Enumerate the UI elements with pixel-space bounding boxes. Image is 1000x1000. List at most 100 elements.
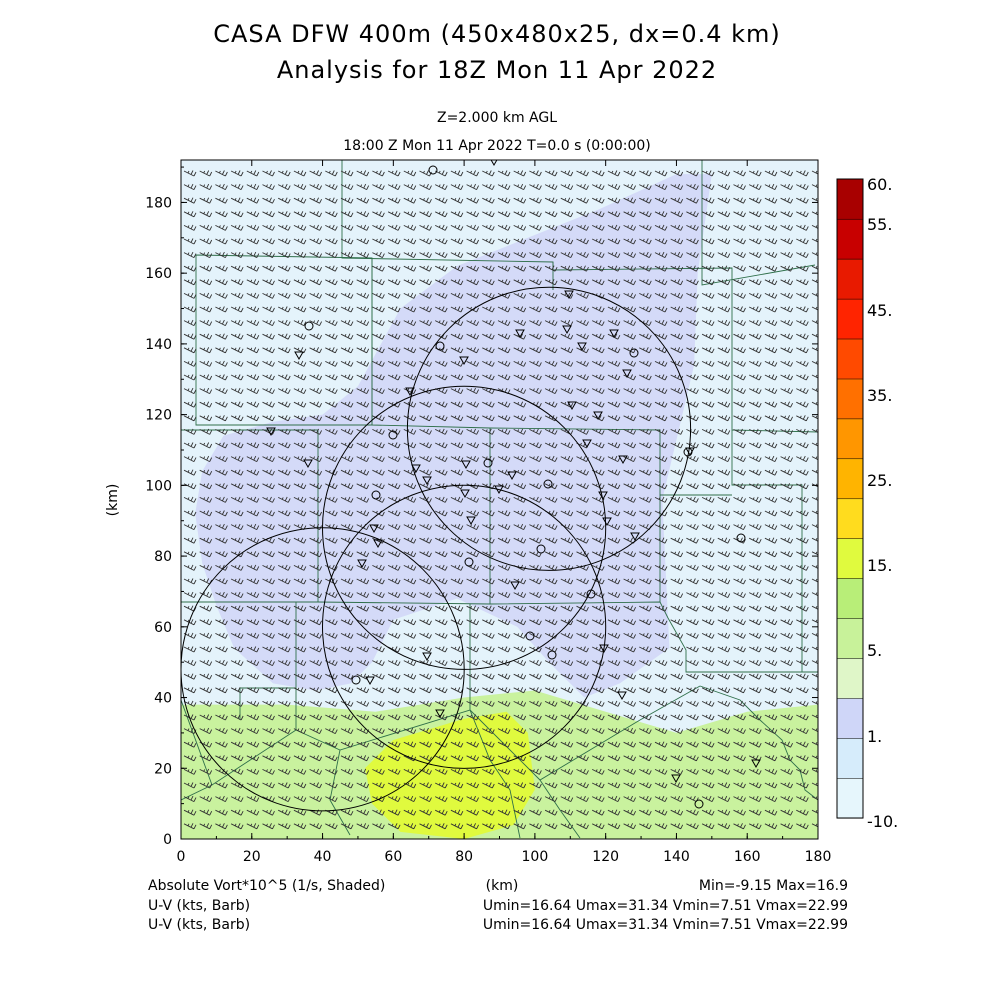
county-line — [295, 604, 471, 751]
county-line — [329, 749, 351, 836]
county-line — [731, 430, 818, 673]
x-tick-label: 80 — [455, 849, 473, 865]
station-marker — [547, 650, 557, 660]
station-marker — [483, 458, 493, 468]
station-marker — [564, 290, 574, 300]
wind-barbs — [183, 170, 818, 830]
station-marker — [303, 459, 313, 469]
station-marker — [494, 485, 504, 495]
station-marker — [388, 430, 398, 440]
radar-range-rings — [181, 286, 692, 812]
colorbar-swatch — [836, 538, 864, 579]
barb-stats-2: Umin=16.64 Umax=31.34 Vmin=7.51 Vmax=22.… — [483, 917, 848, 933]
y-axis-label: (km) — [105, 484, 121, 517]
colorbar-swatch — [836, 178, 864, 220]
colorbar-swatch — [836, 418, 864, 460]
station-marker — [435, 709, 445, 719]
shaded-region-0 — [662, 160, 818, 670]
colorbar-swatch — [836, 338, 864, 380]
station-marker — [405, 387, 415, 397]
field-label: Absolute Vort*10^5 (1/s, Shaded) — [148, 878, 385, 894]
station-marker — [411, 464, 421, 474]
barb-label-1: U-V (kts, Barb) — [148, 898, 250, 914]
station-marker — [294, 351, 304, 361]
range-ring-1 — [322, 385, 607, 670]
y-tick-label: 100 — [145, 478, 172, 494]
station-marker — [435, 341, 445, 351]
colorbar-label: 1. — [867, 727, 882, 746]
station-marker — [617, 691, 627, 701]
county-line — [317, 601, 669, 619]
station-markers — [266, 160, 761, 809]
time-label: 18:00 Z Mon 11 Apr 2022 T=0.0 s (0:00:00… — [343, 138, 650, 154]
station-marker — [567, 401, 577, 411]
x-tick-label: 160 — [734, 849, 761, 865]
station-marker — [751, 759, 761, 769]
station-marker — [536, 544, 546, 554]
station-marker — [694, 799, 704, 809]
x-axis-label: (km) — [486, 878, 519, 894]
station-marker — [373, 539, 383, 549]
chart-title: CASA DFW 400m (450x480x25, dx=0.4 km) — [213, 20, 781, 48]
colorbar-label: 15. — [867, 556, 892, 575]
level-label: Z=2.000 km AGL — [437, 110, 557, 126]
station-marker — [736, 533, 746, 543]
station-marker — [422, 652, 432, 662]
station-marker — [525, 631, 535, 641]
colorbar-label: 35. — [867, 386, 892, 405]
colorbar-swatch — [836, 777, 864, 819]
station-marker — [304, 321, 314, 331]
x-tick-label: 180 — [805, 849, 832, 865]
colorbar-swatch — [836, 737, 864, 779]
colorbar-swatch — [836, 498, 864, 539]
station-marker — [593, 411, 603, 421]
plot-area — [180, 159, 819, 840]
station-marker — [351, 675, 361, 685]
y-tick-label: 180 — [145, 195, 172, 211]
x-tick-label: 100 — [522, 849, 549, 865]
x-tick-label: 0 — [177, 849, 186, 865]
colorbar-swatch — [836, 378, 864, 420]
barb-label-2: U-V (kts, Barb) — [148, 917, 250, 933]
colorbar-swatch — [836, 458, 864, 500]
station-marker — [630, 532, 640, 542]
x-axis: 0 20 40 60 80 100 120 140 160 180 — [177, 160, 832, 865]
x-tick-label: 140 — [663, 849, 690, 865]
x-tick-label: 60 — [384, 849, 402, 865]
station-marker — [357, 559, 367, 569]
y-tick-label: 20 — [154, 761, 172, 777]
colorbar-swatch — [836, 697, 864, 739]
colorbar: 60. 55. 45. 35. 25. 15. 5. 1. -10. — [836, 175, 898, 831]
station-marker — [507, 471, 517, 481]
colorbar-swatch — [836, 298, 864, 340]
station-marker — [490, 160, 498, 167]
station-marker — [609, 329, 619, 339]
colorbar-frame — [836, 178, 864, 819]
range-ring-2 — [406, 286, 692, 571]
county-line — [181, 688, 297, 786]
county-line — [539, 779, 581, 839]
y-axis: 0 20 40 60 80 100 120 140 160 180 — [145, 166, 818, 848]
station-marker — [365, 676, 375, 686]
station-marker — [629, 348, 639, 358]
colorbar-label: 25. — [867, 471, 892, 490]
colorbar-swatch — [836, 578, 864, 619]
shaded-region-3 — [365, 711, 535, 839]
station-marker — [602, 517, 612, 527]
colorbar-label: 55. — [867, 215, 892, 234]
x-tick-label: 20 — [243, 849, 261, 865]
station-marker — [671, 774, 681, 784]
station-marker — [598, 491, 608, 501]
station-marker — [266, 427, 276, 437]
station-marker — [371, 490, 381, 500]
station-marker — [460, 489, 470, 499]
colorbar-swatch — [836, 258, 864, 300]
county-line — [701, 160, 816, 286]
station-marker — [422, 476, 432, 486]
county-line — [469, 709, 521, 839]
colorbar-swatch — [836, 618, 864, 659]
county-line — [371, 258, 491, 604]
station-marker — [459, 356, 469, 366]
y-tick-label: 140 — [145, 337, 172, 353]
